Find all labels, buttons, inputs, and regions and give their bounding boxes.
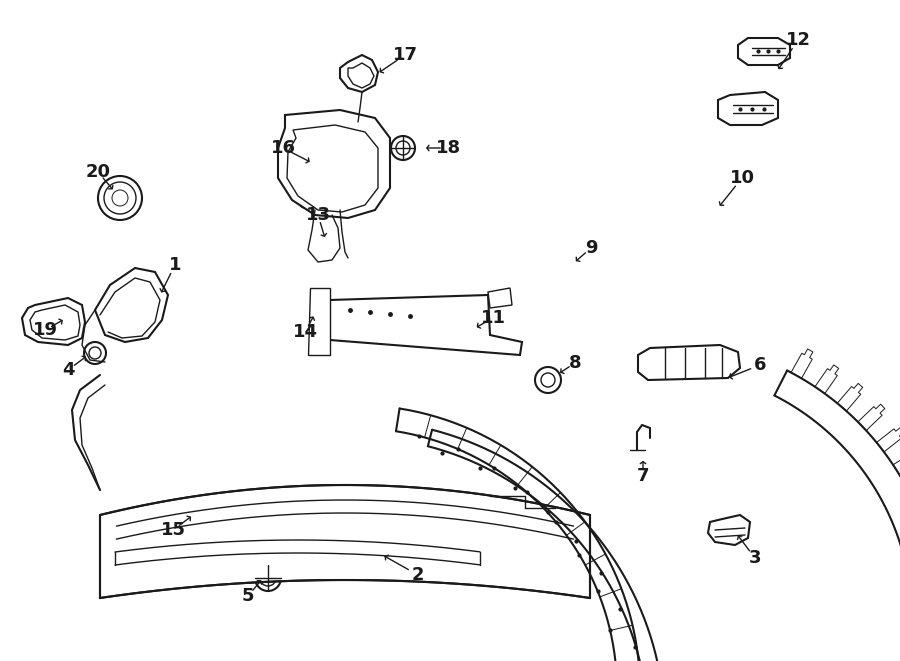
Text: 12: 12 xyxy=(786,31,811,49)
Polygon shape xyxy=(287,125,378,212)
Polygon shape xyxy=(348,63,374,88)
Text: 20: 20 xyxy=(86,163,111,181)
Text: 19: 19 xyxy=(32,321,58,339)
Polygon shape xyxy=(638,345,740,380)
Text: 16: 16 xyxy=(271,139,295,157)
Text: 15: 15 xyxy=(160,521,185,539)
Text: 7: 7 xyxy=(637,467,649,485)
Polygon shape xyxy=(708,515,750,545)
Text: 3: 3 xyxy=(749,549,761,567)
Polygon shape xyxy=(278,110,390,218)
Text: 14: 14 xyxy=(292,323,318,341)
Polygon shape xyxy=(340,55,378,92)
Polygon shape xyxy=(308,288,330,355)
Text: 17: 17 xyxy=(392,46,418,64)
Polygon shape xyxy=(30,305,80,340)
Text: 18: 18 xyxy=(436,139,461,157)
Text: 13: 13 xyxy=(305,206,330,224)
Text: 5: 5 xyxy=(242,587,254,605)
Polygon shape xyxy=(488,288,512,308)
Text: 1: 1 xyxy=(169,256,181,274)
Polygon shape xyxy=(738,38,790,65)
Text: 9: 9 xyxy=(585,239,598,257)
Text: 6: 6 xyxy=(754,356,766,374)
Text: 8: 8 xyxy=(569,354,581,372)
Polygon shape xyxy=(100,485,590,598)
Polygon shape xyxy=(718,92,778,125)
Text: 11: 11 xyxy=(481,309,506,327)
Polygon shape xyxy=(22,298,85,345)
Polygon shape xyxy=(330,295,522,355)
Text: 4: 4 xyxy=(62,361,74,379)
Polygon shape xyxy=(95,268,168,342)
Text: 2: 2 xyxy=(412,566,424,584)
Text: 10: 10 xyxy=(730,169,754,187)
